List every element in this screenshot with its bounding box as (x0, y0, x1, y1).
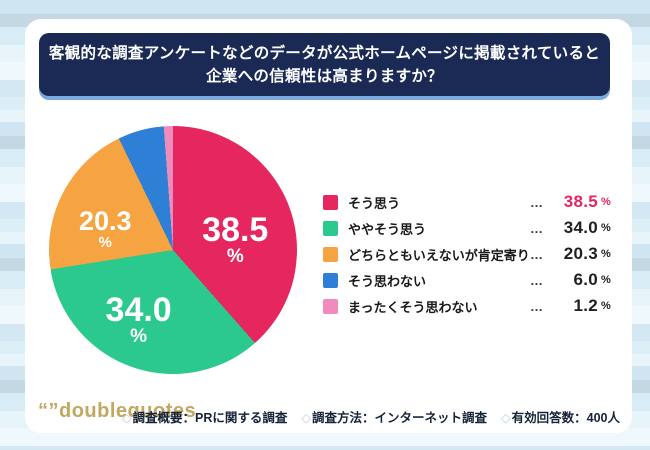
legend-row: ややそう思う … 34.0% (323, 215, 623, 241)
question-banner: 客観的な調査アンケートなどのデータが公式ホームページに掲載されていると 企業への… (39, 33, 610, 96)
question-line-2: 企業への信頼性は高まりますか？ (205, 67, 443, 85)
legend-label: まったくそう思わない (348, 299, 478, 315)
legend-swatch (323, 246, 338, 262)
legend-row: まったくそう思わない … 1.2% (323, 293, 623, 319)
legend-value: 6.0 (573, 270, 598, 289)
legend-row: どちらともいえないが肯定寄り… 20.3% (323, 241, 623, 267)
survey-meta-item: ◇調査概要：PRに関する調査 (121, 411, 288, 425)
legend-percent: % (601, 196, 611, 208)
question-line-1: 客観的な調査アンケートなどのデータが公式ホームページに掲載されていると (48, 44, 601, 62)
survey-meta-item: ◇有効回答数：400人 (501, 411, 620, 425)
legend-swatch (323, 272, 338, 288)
legend-label: そう思う (348, 195, 401, 211)
legend-percent: % (601, 222, 611, 234)
diamond-icon: ◇ (501, 411, 511, 425)
legend-swatch (323, 298, 338, 314)
legend-row: そう思う … 38.5% (323, 189, 623, 215)
legend-value: 34.0 (563, 218, 598, 237)
legend-percent: % (601, 274, 611, 286)
legend-swatch (323, 194, 338, 210)
legend-label: どちらともいえないが肯定寄り (348, 247, 530, 263)
legend-swatch (323, 220, 338, 236)
legend-row: そう思わない … 6.0% (323, 267, 623, 293)
legend-label: そう思わない (348, 273, 427, 289)
legend-percent: % (601, 300, 611, 312)
legend-dots: … (530, 298, 543, 314)
legend-dots: … (530, 246, 543, 262)
survey-meta-item: ◇調査方法：インターネット調査 (301, 411, 488, 425)
chart-card: 客観的な調査アンケートなどのデータが公式ホームページに掲載されていると 企業への… (25, 19, 632, 433)
legend-label: ややそう思う (348, 221, 427, 237)
legend-dots: … (530, 194, 543, 210)
doublequotes-logo: “”doublequotes (38, 400, 197, 422)
legend-dots: … (530, 220, 543, 236)
legend-value: 1.2 (573, 296, 598, 315)
pie-chart (49, 126, 297, 374)
legend-value: 38.5 (563, 192, 598, 211)
legend-dots: … (530, 272, 543, 288)
diamond-icon: ◇ (121, 411, 132, 425)
survey-meta: ◇調査概要：PRに関する調査 ◇調査方法：インターネット調査 ◇有効回答数：400人 (122, 407, 620, 426)
legend-percent: % (601, 248, 611, 260)
legend: そう思う… 38.5% ややそう思う… 34.0% どちらともいえないが肯定寄り… 20.… (323, 189, 623, 319)
diamond-icon: ◇ (301, 411, 311, 425)
legend-value: 20.3 (563, 244, 598, 263)
